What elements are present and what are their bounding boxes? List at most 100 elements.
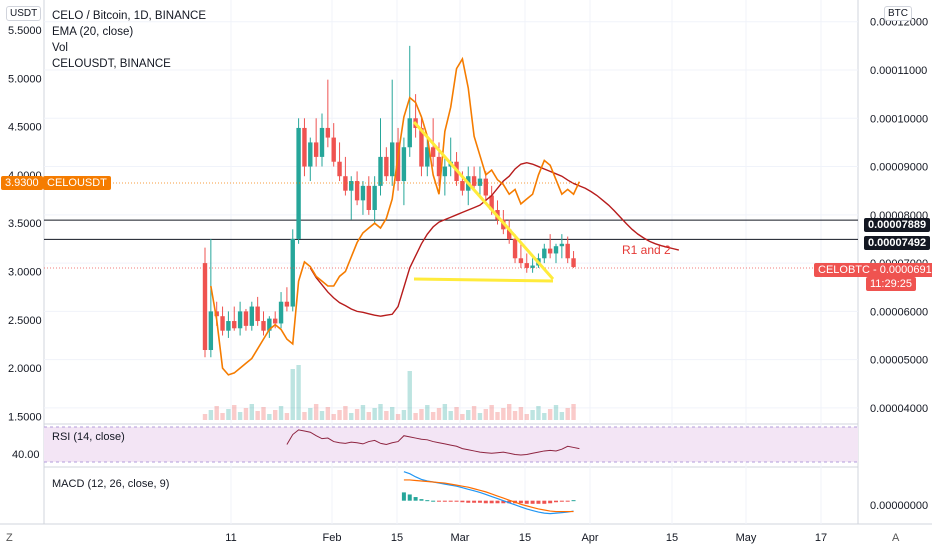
macd-histogram-bar <box>448 500 453 502</box>
macd-histogram-bar <box>536 500 541 504</box>
volume-bar <box>501 408 506 420</box>
macd-histogram-bar <box>466 500 471 503</box>
volume-bar <box>448 411 453 420</box>
left-tick-label: 3.5000 <box>8 218 42 230</box>
macd-histogram-bar <box>472 500 477 503</box>
volume-bar <box>354 409 360 420</box>
time-tick-label: Feb <box>323 532 342 544</box>
volume-bar <box>425 405 430 420</box>
candle-body <box>436 156 442 177</box>
celousdt-overlay-line <box>210 56 581 376</box>
macd-histogram-bar <box>431 500 436 502</box>
candle-body <box>378 156 383 186</box>
volume-bar <box>220 413 225 420</box>
left-tick-label: 5.5000 <box>8 25 42 37</box>
countdown-tag: 11:29:25 <box>866 277 917 291</box>
candle-body <box>559 243 565 247</box>
candle-body <box>319 127 325 157</box>
candle-body <box>571 258 576 267</box>
volume-bar <box>337 410 342 420</box>
candle-body <box>214 311 219 317</box>
candle-body <box>401 147 407 182</box>
candle-body <box>331 137 336 162</box>
volume-bar <box>208 410 214 420</box>
celousdt-name-tag: CELOUSDT <box>43 176 111 190</box>
volume-bar <box>302 412 307 420</box>
volume-bar <box>454 407 459 420</box>
macd-histogram-bar <box>413 497 418 501</box>
macd-histogram-bar <box>477 500 482 503</box>
candle-body <box>243 311 249 326</box>
right-tick-label: 0.00005000 <box>870 355 928 367</box>
macd-histogram-bar <box>419 499 424 501</box>
macd-histogram-bar <box>565 500 570 502</box>
left-tick-label: 2.0000 <box>8 363 42 375</box>
time-tick-label: May <box>736 532 757 544</box>
volume-bar <box>571 404 576 420</box>
candle-body <box>512 238 518 259</box>
macd-histogram-bar <box>548 500 553 504</box>
candle-body <box>489 195 494 210</box>
time-tick-label: 11 <box>225 532 236 544</box>
candle-body <box>278 301 284 324</box>
macd-histogram-bar <box>495 500 500 504</box>
time-tick-label: Apr <box>581 532 598 544</box>
volume-bar <box>495 412 500 420</box>
annotation-r1-r2[interactable]: R1 and 2 <box>622 243 671 257</box>
volume-bar <box>384 411 389 420</box>
candle-body <box>395 142 401 182</box>
right-unit-badge[interactable]: BTC <box>884 6 912 21</box>
macd-title: MACD (12, 26, close, 9) <box>52 478 170 490</box>
candle-body <box>354 181 360 201</box>
auto-scale-glyph[interactable]: A <box>892 532 900 544</box>
candle-body <box>261 321 266 331</box>
candle-body <box>267 318 272 331</box>
macd-histogram-bar <box>542 500 547 504</box>
macd-histogram-bar <box>425 500 430 502</box>
volume-bar <box>296 365 301 420</box>
macd-histogram-bar <box>460 500 465 503</box>
volume-bar <box>401 410 407 420</box>
candle-body <box>425 147 430 167</box>
candle-body <box>296 127 301 239</box>
volume-bar <box>477 413 483 420</box>
candle-body <box>325 127 331 138</box>
volume-bar <box>319 411 325 420</box>
macd-histogram-bar <box>559 500 564 502</box>
candle-body <box>232 321 237 329</box>
volume-bar <box>349 413 354 420</box>
volume-bar <box>530 410 535 420</box>
volume-bar <box>261 407 266 420</box>
volume-bar <box>489 405 494 420</box>
left-unit-badge[interactable]: USDT <box>6 6 42 21</box>
candle-body <box>553 246 559 254</box>
candle-body <box>349 181 354 191</box>
macd-histogram-bar <box>401 492 406 501</box>
candle-body <box>343 176 348 191</box>
candle-body <box>360 185 366 201</box>
candle-body <box>384 156 389 177</box>
volume-bar <box>518 407 524 420</box>
candle-body <box>507 229 512 239</box>
rsi-level-label: 40.00 <box>12 449 40 461</box>
candle-body <box>460 181 465 191</box>
macd-histogram-bar <box>437 500 441 502</box>
volume-bar <box>267 414 272 420</box>
candle-body <box>308 142 313 167</box>
macd-histogram-bar <box>407 494 412 501</box>
macd-histogram-bar <box>554 500 558 503</box>
candle-body <box>249 306 254 326</box>
volume-bar <box>395 414 401 420</box>
candle-body <box>237 311 243 329</box>
macd-histogram-bar <box>501 500 506 504</box>
legend-celousdt: CELOUSDT, BINANCE <box>52 58 171 70</box>
right-tick-label: 0.00009000 <box>870 162 928 174</box>
legend-vol: Vol <box>52 42 68 54</box>
volume-bar <box>413 413 418 420</box>
candle-body <box>565 243 570 259</box>
timezone-glyph[interactable]: Z <box>6 532 13 544</box>
rsi-line <box>286 429 580 456</box>
right-tick-label: 0.00010000 <box>870 113 928 125</box>
